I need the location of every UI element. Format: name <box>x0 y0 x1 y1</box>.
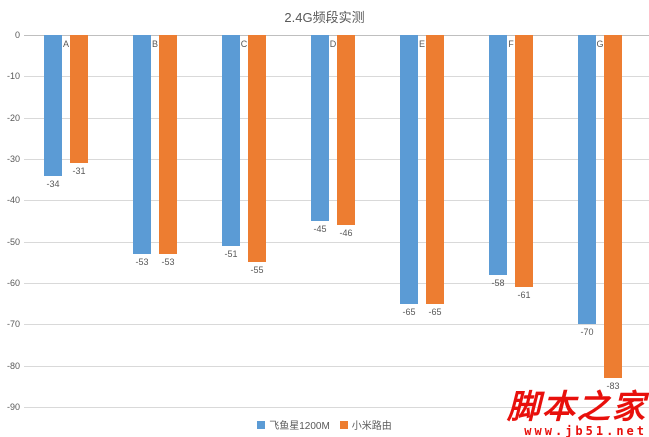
category-label: F <box>508 39 514 49</box>
gridline <box>24 35 649 36</box>
data-label: -45 <box>313 224 327 234</box>
data-label: -58 <box>491 277 505 288</box>
bar-E-series2 <box>426 35 444 304</box>
data-label: -46 <box>339 228 353 239</box>
data-label: -53 <box>135 257 149 268</box>
gridline <box>24 241 649 243</box>
y-axis-tick-label: -30 <box>6 154 20 164</box>
bar-F-series2 <box>515 35 533 288</box>
data-label: -61 <box>517 290 531 301</box>
data-label: -65 <box>428 306 442 317</box>
watermark-site-name: 脚本之家 <box>507 387 647 426</box>
bar-E-series1 <box>400 35 418 304</box>
category-label: G <box>596 39 604 49</box>
bar-G-series1 <box>578 35 596 325</box>
legend-label: 飞鱼星1200M <box>269 421 330 432</box>
y-axis-tick-label: -20 <box>6 112 20 123</box>
bar-G-series2 <box>604 35 622 379</box>
bar-F-series1 <box>489 35 507 275</box>
gridline <box>24 324 649 326</box>
y-axis-tick-label: -70 <box>6 319 20 330</box>
gridline <box>24 76 649 78</box>
legend: 飞鱼星1200M 小米路由 <box>0 417 649 432</box>
data-label: -83 <box>606 381 620 392</box>
chart-title: 2.4G频段实测 <box>284 10 365 25</box>
gridline <box>24 159 649 160</box>
gridline <box>24 117 649 119</box>
category-label: C <box>240 39 248 49</box>
y-axis-tick-label: -60 <box>6 278 20 288</box>
y-axis-tick-label: -10 <box>6 71 20 82</box>
legend-swatch-icon <box>257 420 266 429</box>
category-label: E <box>418 39 425 49</box>
gridline <box>24 200 649 202</box>
bar-B-series1 <box>133 35 151 255</box>
gridline <box>24 407 649 408</box>
bar-C-series2 <box>248 35 266 263</box>
y-axis-tick-label: -50 <box>6 236 20 247</box>
bar-D-series2 <box>337 35 355 226</box>
legend-item: 小米路由 <box>339 417 392 432</box>
category-label: B <box>151 39 158 49</box>
data-label: -65 <box>402 306 416 317</box>
legend-swatch-icon <box>339 420 348 429</box>
bar-B-series2 <box>159 35 177 255</box>
bar-D-series1 <box>311 35 329 221</box>
category-label: A <box>62 39 69 49</box>
bar-A-series2 <box>70 35 88 164</box>
gridline <box>24 365 649 367</box>
bar-A-series1 <box>44 35 62 176</box>
bar-C-series1 <box>222 35 240 246</box>
gridline <box>24 283 649 284</box>
y-axis-tick-label: -80 <box>6 360 20 371</box>
watermark: 脚本之家 www.jb51.net <box>507 390 647 437</box>
legend-item: 飞鱼星1200M <box>257 417 330 432</box>
data-label: -31 <box>72 166 86 177</box>
y-axis-tick-label: -40 <box>6 195 20 206</box>
data-label: -51 <box>224 248 238 259</box>
data-label: -34 <box>46 178 60 189</box>
data-label: -70 <box>580 327 594 338</box>
data-label: -53 <box>161 257 175 268</box>
legend-label: 小米路由 <box>351 421 392 432</box>
data-label: -55 <box>250 265 264 276</box>
y-axis-tick-label: -90 <box>6 402 20 412</box>
y-axis-tick-label: 0 <box>14 30 20 40</box>
watermark-url: www.jb51.net <box>524 424 647 437</box>
category-label: D <box>329 39 337 49</box>
